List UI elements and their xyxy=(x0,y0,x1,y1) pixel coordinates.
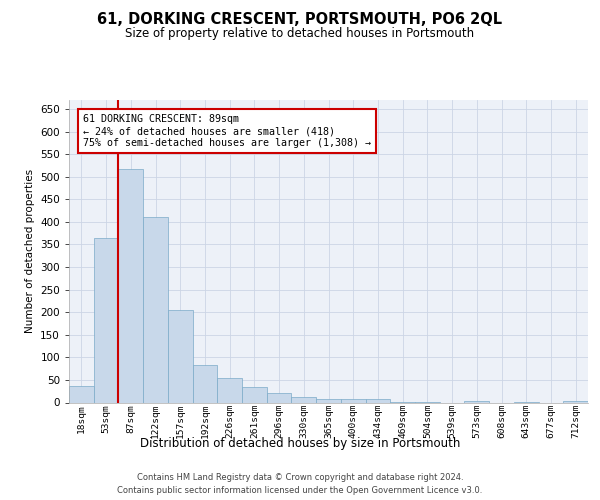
Bar xyxy=(292,397,316,402)
Bar xyxy=(118,169,143,402)
Bar xyxy=(143,218,168,402)
Text: 61 DORKING CRESCENT: 89sqm
← 24% of detached houses are smaller (418)
75% of sem: 61 DORKING CRESCENT: 89sqm ← 24% of deta… xyxy=(83,114,371,148)
Bar xyxy=(94,238,118,402)
Bar xyxy=(168,310,193,402)
Bar xyxy=(365,399,390,402)
Bar xyxy=(267,392,292,402)
Bar xyxy=(563,400,588,402)
Bar xyxy=(242,386,267,402)
Text: Contains HM Land Registry data © Crown copyright and database right 2024.: Contains HM Land Registry data © Crown c… xyxy=(137,472,463,482)
Bar xyxy=(193,366,217,403)
Text: Size of property relative to detached houses in Portsmouth: Size of property relative to detached ho… xyxy=(125,28,475,40)
Text: Contains public sector information licensed under the Open Government Licence v3: Contains public sector information licen… xyxy=(118,486,482,495)
Bar xyxy=(341,399,365,402)
Y-axis label: Number of detached properties: Number of detached properties xyxy=(25,169,35,334)
Bar xyxy=(217,378,242,402)
Bar xyxy=(316,399,341,402)
Text: 61, DORKING CRESCENT, PORTSMOUTH, PO6 2QL: 61, DORKING CRESCENT, PORTSMOUTH, PO6 2Q… xyxy=(97,12,503,28)
Bar xyxy=(464,400,489,402)
Text: Distribution of detached houses by size in Portsmouth: Distribution of detached houses by size … xyxy=(140,438,460,450)
Bar xyxy=(69,386,94,402)
